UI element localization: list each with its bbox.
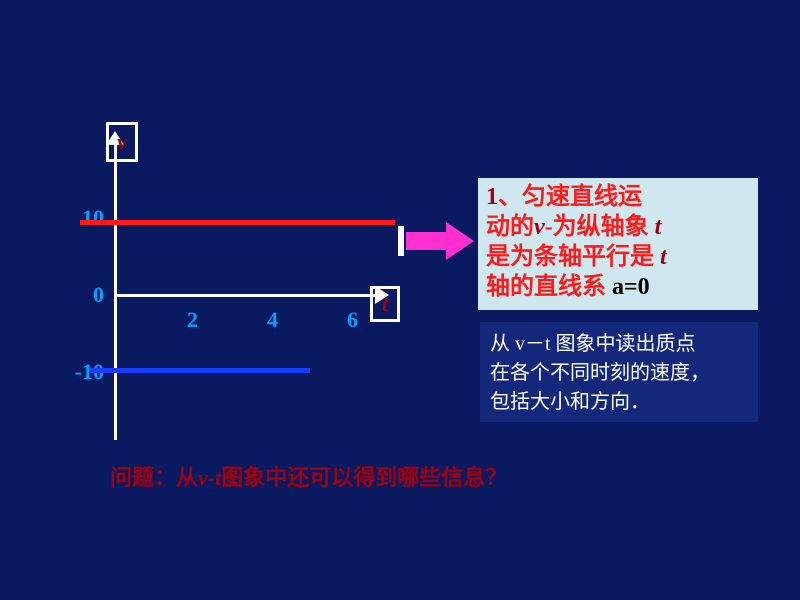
footer-question: 问题：从v-t图象中还可以得到哪些信息？ bbox=[110, 460, 507, 492]
main-panel-seg-1-3: t bbox=[649, 214, 662, 240]
pink-arrow-shaft bbox=[406, 232, 446, 250]
y-axis-line bbox=[114, 140, 117, 440]
footer-seg-2: 图象中还可以得到哪些信息？ bbox=[221, 465, 507, 490]
note-panel-line-1: 在各个不同时刻的速度， bbox=[490, 359, 748, 388]
y-tick-label-1: 0 bbox=[93, 282, 104, 308]
main-panel-seg-1-1: v bbox=[534, 214, 545, 240]
main-panel-seg-1-0: 动的 bbox=[486, 214, 534, 240]
main-panel-seg-2-0: 是为条轴平行是 bbox=[486, 244, 654, 270]
series-line-0 bbox=[80, 220, 395, 225]
pink-arrow-head-icon bbox=[446, 222, 474, 260]
arrow-left-bar bbox=[398, 226, 404, 256]
y-axis-label: v bbox=[117, 129, 127, 155]
main-panel-line-2: 是为条轴平行是 t bbox=[486, 242, 750, 272]
x-axis-label-box: t bbox=[370, 286, 400, 322]
y-axis-label-box: v bbox=[106, 122, 138, 162]
x-axis-line bbox=[115, 294, 375, 297]
main-panel-line-3: 轴的直线系 a=0 bbox=[486, 272, 750, 302]
footer-seg-0: 问题：从 bbox=[110, 465, 198, 490]
main-panel-seg-2-1: t bbox=[654, 244, 667, 270]
x-tick-label-2: 6 bbox=[347, 307, 358, 333]
series-line-1 bbox=[90, 368, 310, 373]
x-tick-label-1: 4 bbox=[267, 307, 278, 333]
main-panel-seg-0-2: 匀速直线运 bbox=[522, 184, 642, 210]
y-tick-label-0: 10 bbox=[82, 205, 104, 231]
main-text-panel: 1、匀速直线运动的v-为纵轴象 t是为条轴平行是 t轴的直线系 a=0 bbox=[478, 178, 758, 310]
main-panel-seg-0-0: 1 bbox=[486, 184, 498, 210]
main-panel-line-1: 动的v-为纵轴象 t bbox=[486, 212, 750, 242]
note-text-panel: 从 v－t 图象中读出质点在各个不同时刻的速度，包括大小和方向． bbox=[480, 322, 758, 422]
main-panel-seg-0-1: 、 bbox=[498, 184, 522, 210]
x-axis-label: t bbox=[382, 291, 388, 317]
footer-seg-1: v-t bbox=[198, 465, 221, 490]
note-panel-line-2: 包括大小和方向． bbox=[490, 388, 748, 417]
note-panel-line-0: 从 v－t 图象中读出质点 bbox=[490, 330, 748, 359]
main-panel-line-0: 1、匀速直线运 bbox=[486, 182, 750, 212]
x-tick-label-0: 2 bbox=[187, 307, 198, 333]
main-panel-seg-3-1: a=0 bbox=[606, 274, 650, 300]
main-panel-seg-1-2: -为纵轴象 bbox=[545, 214, 649, 240]
slide-root: 100-10246vt1、匀速直线运动的v-为纵轴象 t是为条轴平行是 t轴的直… bbox=[0, 0, 800, 600]
main-panel-seg-3-0: 轴的直线系 bbox=[486, 274, 606, 300]
